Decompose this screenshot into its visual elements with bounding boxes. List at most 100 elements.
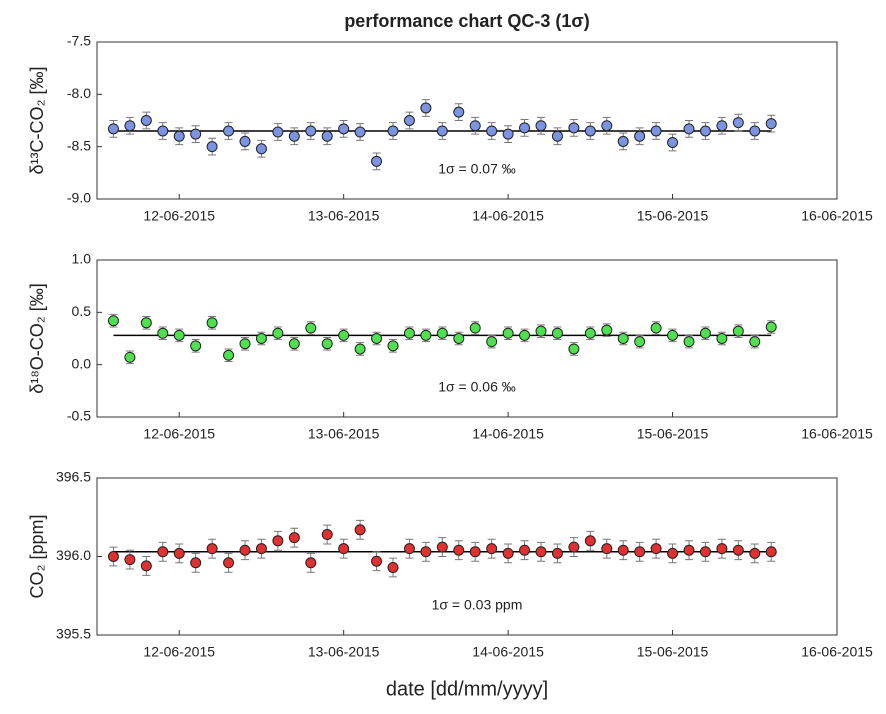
data-point (272, 126, 284, 138)
data-point (716, 333, 728, 344)
x-tick-label: 13-06-2015 (308, 426, 380, 442)
data-point (469, 322, 481, 334)
data-point (699, 125, 711, 137)
annotation: 1σ = 0.03 ppm (432, 597, 523, 613)
chart-title: performance chart QC-3 (1σ) (344, 11, 589, 31)
data-point (173, 547, 185, 559)
data-point (584, 535, 596, 547)
data-point (239, 135, 251, 147)
x-tick-label: 16-06-2015 (801, 644, 873, 660)
data-point (617, 333, 629, 344)
data-point (305, 557, 317, 569)
data-point (486, 336, 498, 348)
y-tick-label: -8.5 (67, 137, 91, 153)
data-point (140, 560, 152, 572)
x-tick-label: 12-06-2015 (143, 644, 215, 660)
data-point (551, 130, 563, 142)
data-point (338, 329, 350, 341)
y-axis-label: CO₂ [ppm] (27, 514, 47, 598)
x-tick-label: 15-06-2015 (637, 644, 709, 660)
data-point (683, 336, 695, 348)
data-point (453, 544, 465, 556)
data-point (173, 329, 185, 341)
data-point (634, 130, 646, 142)
data-point (667, 329, 679, 341)
data-point (699, 546, 711, 558)
data-point (502, 128, 514, 140)
data-point (634, 336, 646, 348)
data-point (683, 123, 695, 135)
data-point (765, 546, 777, 558)
y-axis-label: δ¹³C-CO₂ [‰] (27, 67, 47, 175)
data-point (749, 547, 761, 559)
x-tick-label: 14-06-2015 (472, 426, 544, 442)
data-point (107, 551, 119, 562)
x-tick-label: 14-06-2015 (472, 644, 544, 660)
plot-frame (96, 259, 838, 418)
data-point (124, 554, 136, 566)
data-point (223, 125, 235, 137)
x-tick-label: 16-06-2015 (801, 426, 873, 442)
data-point (305, 322, 317, 334)
data-point (272, 535, 284, 547)
data-point (502, 547, 514, 559)
data-point (206, 141, 218, 153)
data-point (420, 546, 432, 558)
data-point (190, 340, 202, 352)
data-point (387, 125, 399, 137)
data-point (157, 546, 169, 558)
data-point (420, 329, 432, 341)
data-point (436, 125, 448, 137)
data-point (749, 336, 761, 348)
data-point (107, 315, 119, 327)
annotation: 1σ = 0.07 ‰ (438, 161, 516, 177)
data-point (650, 543, 662, 555)
data-point (699, 327, 711, 339)
data-point (239, 544, 251, 556)
data-point (732, 325, 744, 337)
data-point (650, 322, 662, 334)
x-tick-label: 14-06-2015 (472, 208, 544, 224)
x-axis-label: date [dd/mm/yyyy] (386, 678, 548, 700)
data-point (584, 327, 596, 339)
data-point (436, 541, 448, 553)
data-point (765, 321, 777, 333)
data-point (321, 338, 333, 350)
data-point (519, 329, 531, 341)
data-point (157, 327, 169, 339)
data-point (584, 125, 596, 137)
y-tick-label: -0.5 (67, 408, 91, 424)
data-point (568, 122, 580, 134)
x-tick-label: 13-06-2015 (308, 208, 380, 224)
y-tick-label: -9.0 (67, 190, 91, 206)
data-point (568, 541, 580, 553)
data-point (601, 543, 613, 555)
data-point (403, 543, 415, 555)
data-point (716, 120, 728, 132)
data-point (667, 547, 679, 559)
data-point (140, 115, 152, 126)
data-point (403, 115, 415, 126)
data-point (124, 120, 136, 132)
data-point (535, 120, 547, 132)
x-tick-label: 13-06-2015 (308, 644, 380, 660)
data-point (354, 126, 366, 138)
y-tick-label: 395.5 (56, 626, 91, 642)
data-point (371, 155, 383, 167)
data-point (305, 125, 317, 137)
data-point (601, 324, 613, 336)
data-point (255, 333, 267, 344)
data-point (469, 546, 481, 558)
data-point (436, 327, 448, 339)
data-point (140, 317, 152, 329)
x-tick-label: 15-06-2015 (637, 426, 709, 442)
data-point (338, 123, 350, 135)
data-point (519, 122, 531, 134)
data-point (387, 561, 399, 573)
data-point (486, 125, 498, 137)
data-point (453, 106, 465, 118)
data-point (371, 333, 383, 344)
data-point (716, 543, 728, 555)
data-point (288, 532, 300, 544)
data-point (239, 338, 251, 350)
